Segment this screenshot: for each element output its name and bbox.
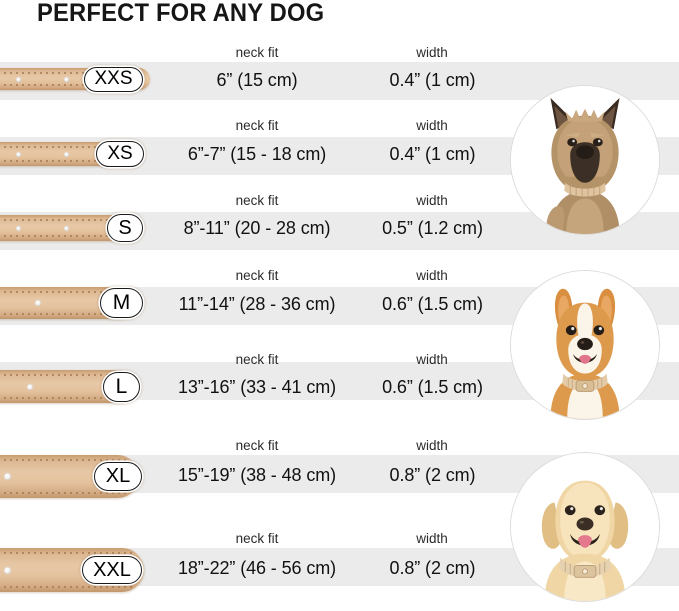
value-neck-fit: 11”-14” (28 - 36 cm) (178, 294, 336, 314)
column-header-width: width (416, 268, 448, 283)
stitch-line-icon (0, 72, 139, 74)
value-width: 0.8” (2 cm) (389, 465, 476, 485)
punch-hole-icon (35, 300, 41, 306)
stitch-line-icon (0, 586, 133, 588)
punch-hole-icon (4, 566, 11, 574)
value-width: 0.5” (1.2 cm) (382, 218, 483, 238)
column-header-width: width (416, 531, 448, 546)
value-neck-fit: 6”-7” (15 - 18 cm) (187, 144, 327, 164)
size-badge-s: S (107, 214, 143, 242)
column-header-neck-fit: neck fit (235, 352, 279, 367)
value-neck-fit: 15”-19” (38 - 48 cm) (177, 465, 337, 485)
page-title: PERFECT FOR ANY DOG (37, 0, 325, 27)
stitch-line-icon (0, 235, 129, 237)
stitch-line-icon (0, 219, 129, 221)
corgi-illustration (511, 271, 659, 419)
stitch-line-icon (0, 146, 133, 148)
punch-hole-icon (27, 383, 33, 390)
size-badge-xs: XS (96, 141, 144, 167)
stitch-line-icon (0, 397, 126, 399)
punch-hole-icon (4, 473, 11, 480)
labrador-photo (510, 452, 660, 602)
value-width: 0.4” (1 cm) (389, 144, 476, 164)
column-header-neck-fit: neck fit (235, 531, 279, 546)
punch-hole-icon (64, 151, 69, 157)
value-neck-fit: 6” (15 cm) (216, 70, 298, 90)
stitch-line-icon (0, 374, 126, 376)
column-header-neck-fit: neck fit (235, 45, 279, 60)
size-badge-m: M (100, 288, 143, 318)
size-badge-xxs: XXS (84, 66, 143, 92)
size-badge-xxl: XXL (82, 556, 142, 584)
punch-hole-icon (64, 76, 69, 82)
labrador-illustration (511, 453, 659, 601)
value-neck-fit: 13”-16” (33 - 41 cm) (177, 377, 337, 397)
value-neck-fit: 18”-22” (46 - 56 cm) (177, 558, 337, 578)
small-terrier-illustration (511, 86, 659, 234)
column-header-width: width (416, 352, 448, 367)
punch-hole-icon (16, 76, 21, 82)
stitch-line-icon (0, 459, 128, 461)
small-terrier-photo (510, 85, 660, 235)
stitch-line-icon (0, 492, 128, 494)
punch-hole-icon (16, 225, 21, 231)
stitch-line-icon (0, 313, 126, 315)
punch-hole-icon (64, 225, 69, 231)
stitch-line-icon (0, 160, 133, 162)
value-width: 0.6” (1.5 cm) (382, 377, 483, 397)
value-width: 0.4” (1 cm) (389, 70, 476, 90)
column-header-width: width (416, 193, 448, 208)
column-header-neck-fit: neck fit (235, 268, 279, 283)
size-badge-l: L (103, 372, 140, 402)
column-header-width: width (416, 438, 448, 453)
stitch-line-icon (0, 84, 139, 86)
stitch-line-icon (0, 291, 126, 293)
stitch-line-icon (0, 552, 133, 554)
punch-hole-icon (16, 151, 21, 157)
column-header-neck-fit: neck fit (235, 438, 279, 453)
corgi-photo (510, 270, 660, 420)
value-width: 0.6” (1.5 cm) (382, 294, 483, 314)
column-header-width: width (416, 45, 448, 60)
value-width: 0.8” (2 cm) (389, 558, 476, 578)
column-header-neck-fit: neck fit (235, 193, 279, 208)
value-neck-fit: 8”-11” (20 - 28 cm) (183, 218, 331, 238)
column-header-neck-fit: neck fit (235, 118, 279, 133)
size-badge-xl: XL (94, 462, 142, 491)
column-header-width: width (416, 118, 448, 133)
